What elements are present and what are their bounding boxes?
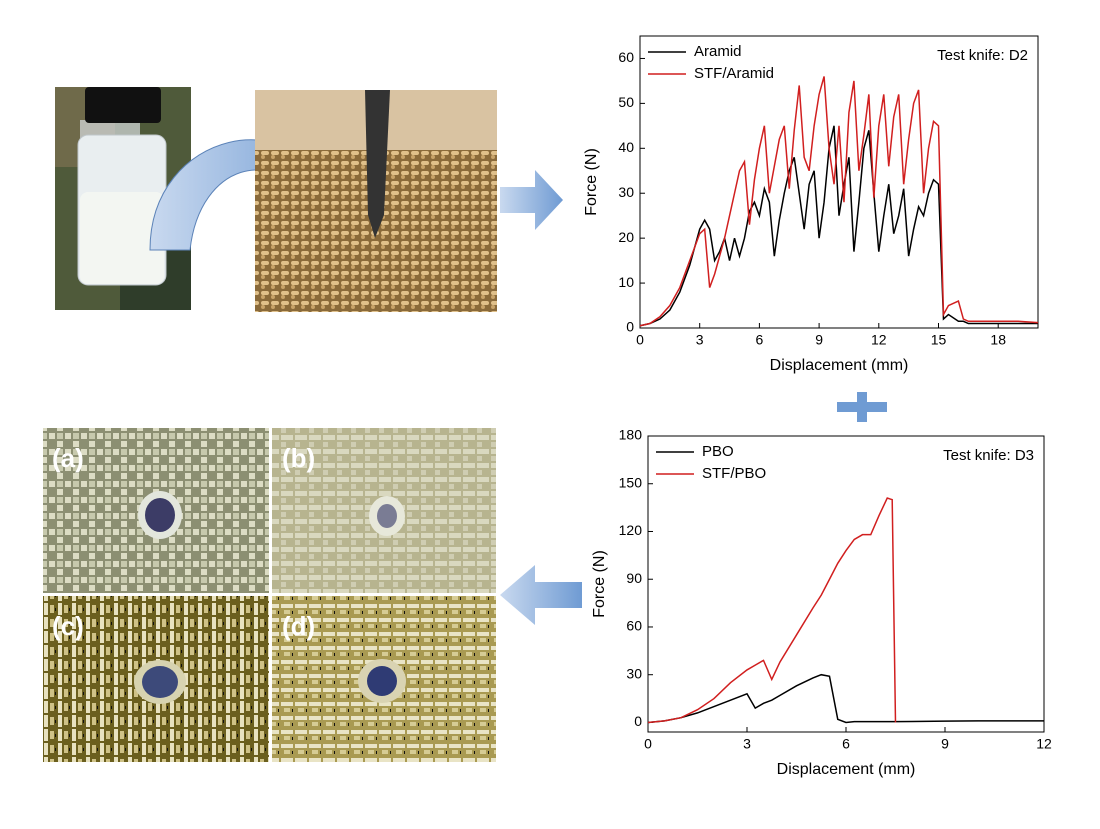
y-axis-label: Force (N) [583, 148, 600, 216]
legend-label: Aramid [694, 43, 742, 60]
image-label: (c) [52, 611, 84, 641]
x-tick-label: 9 [815, 332, 823, 348]
annotation: Test knife: D3 [943, 447, 1034, 464]
x-axis-label: Displacement (mm) [770, 357, 909, 374]
y-tick-label: 40 [618, 139, 634, 155]
x-tick-label: 3 [743, 736, 751, 752]
y-tick-label: 150 [619, 474, 643, 490]
x-tick-label: 9 [941, 736, 949, 752]
x-tick-label: 0 [644, 736, 652, 752]
y-tick-label: 0 [634, 713, 642, 729]
y-tick-label: 50 [618, 94, 634, 110]
arrow-left [500, 565, 582, 625]
y-tick-label: 120 [619, 522, 643, 538]
series-line [647, 673, 1044, 724]
arrow-right [500, 170, 563, 230]
y-tick-label: 10 [618, 274, 634, 290]
x-tick-label: 12 [1036, 736, 1052, 752]
y-tick-label: 30 [618, 184, 634, 200]
image-label: (b) [282, 443, 315, 473]
y-tick-label: 180 [619, 427, 643, 443]
series-line [639, 125, 1038, 327]
x-tick-label: 6 [842, 736, 850, 752]
legend-label: STF/PBO [702, 465, 766, 482]
y-tick-label: 30 [626, 665, 642, 681]
legend-label: STF/Aramid [694, 65, 774, 82]
y-tick-label: 20 [618, 229, 634, 245]
annotation: Test knife: D2 [937, 47, 1028, 64]
y-axis-label: Force (N) [591, 550, 608, 618]
x-axis-label: Displacement (mm) [777, 761, 916, 778]
y-tick-label: 60 [626, 618, 642, 634]
series-line [647, 497, 897, 724]
x-tick-label: 0 [636, 332, 644, 348]
image-label: (a) [52, 443, 84, 473]
plus [837, 392, 887, 422]
plot-frame [639, 35, 1039, 329]
series-line [639, 76, 1039, 327]
x-tick-label: 18 [990, 332, 1006, 348]
image-label: (d) [282, 611, 315, 641]
x-tick-label: 15 [931, 332, 947, 348]
x-tick-label: 6 [756, 332, 764, 348]
x-tick-label: 12 [871, 332, 887, 348]
y-tick-label: 0 [626, 319, 634, 335]
photo-grid: (a) (b) (c) (d) [43, 428, 496, 762]
y-tick-label: 60 [618, 49, 634, 65]
fabric-photo [255, 90, 497, 312]
bottle-photo [55, 87, 191, 310]
y-tick-label: 90 [626, 570, 642, 586]
legend-label: PBO [702, 443, 734, 460]
x-tick-label: 3 [696, 332, 704, 348]
